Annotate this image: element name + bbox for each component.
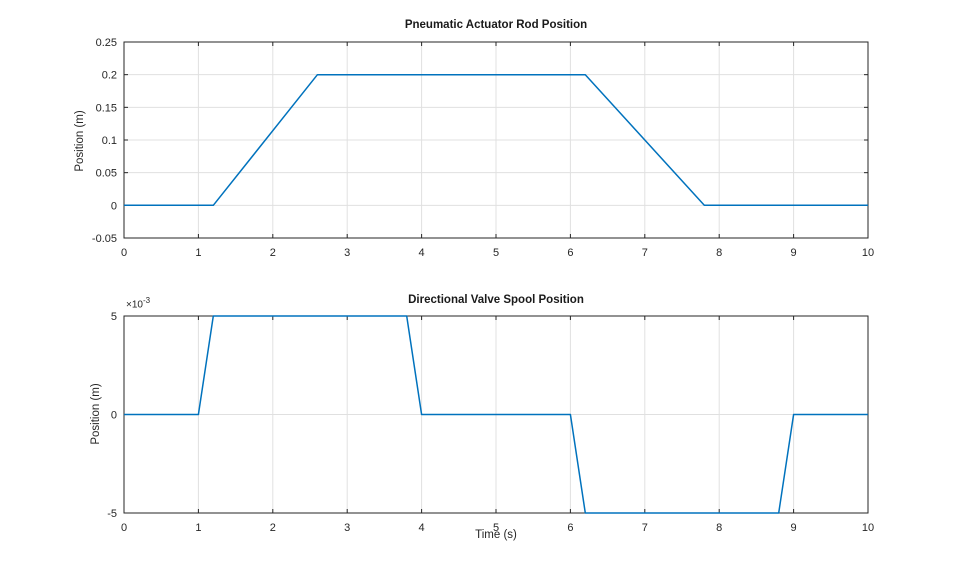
x-tick-label: 2 (270, 247, 276, 259)
valve-position-plot: 0 1 2 3 4 5 6 7 8 9 10 -5 0 5 (107, 311, 874, 534)
valve-spool-position-line (124, 315, 868, 514)
y-tick-label: -5 (107, 508, 117, 520)
y-tick-label: 0 (111, 410, 117, 422)
multiplier-base: ×10 (126, 299, 143, 311)
y-tick-label: 5 (111, 311, 117, 323)
time-axis-label: Time (s) (475, 529, 517, 541)
x-tick-label: 1 (195, 247, 201, 259)
x-tick-label: 1 (195, 522, 201, 534)
y-tick-label: 0.15 (96, 102, 117, 114)
x-tick-label: 10 (862, 247, 874, 259)
x-tick-label: 5 (493, 247, 499, 259)
y-tick-label: 0.25 (96, 37, 117, 49)
y-tick-label: 0.05 (96, 168, 117, 180)
rod-position-plot: 0 1 2 3 4 5 6 7 8 9 10 -0.05 0 0.05 0.1 0.15 0.2 0.25 (92, 37, 874, 259)
x-tick-label: 6 (567, 247, 573, 259)
x-tick-label: 3 (344, 522, 350, 534)
x-tick-label: 9 (791, 247, 797, 259)
x-tick-label: 0 (121, 522, 127, 534)
x-tick-label: 4 (419, 247, 425, 259)
x-tick-label: 4 (419, 522, 425, 534)
actuator-rod-position-line (124, 73, 868, 207)
x-tick-label: 7 (642, 247, 648, 259)
valve-position-title: Directional Valve Spool Position (408, 294, 584, 306)
x-tick-label: 0 (121, 247, 127, 259)
y-tick-label: -0.05 (92, 233, 117, 245)
y-axis-exponent-multiplier: ×10-3 (126, 296, 150, 310)
x-tick-label: 8 (716, 247, 722, 259)
multiplier-exponent: -3 (142, 296, 151, 305)
x-tick-label: 10 (862, 522, 874, 534)
x-tick-label: 6 (567, 522, 573, 534)
rod-position-title: Pneumatic Actuator Rod Position (404, 19, 588, 31)
y-tick-label: 0.1 (102, 135, 117, 147)
x-tick-label: 9 (791, 522, 797, 534)
y-tick-label: 0.2 (102, 70, 117, 82)
x-tick-label: 5 (493, 522, 499, 534)
rod-position-ylabel: Position (m) (74, 110, 86, 172)
y-tick-label: 0 (111, 200, 117, 212)
x-tick-label: 8 (716, 522, 722, 534)
x-tick-label: 2 (270, 522, 276, 534)
x-tick-label: 7 (642, 522, 648, 534)
x-tick-label: 3 (344, 247, 350, 259)
